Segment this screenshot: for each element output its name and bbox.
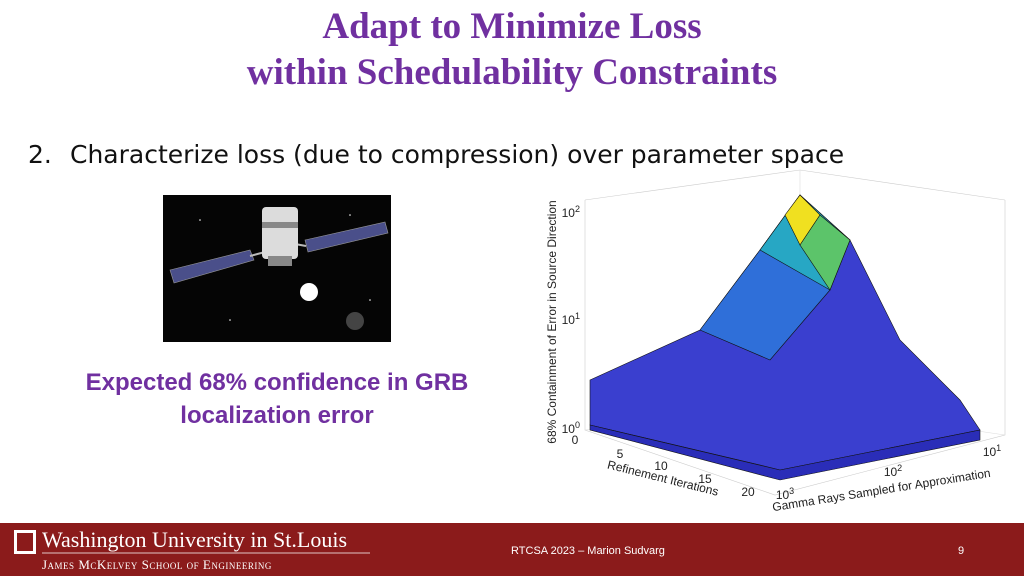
z-axis-label: 68% Containment of Error in Source Direc… [545,200,559,443]
tick-base: 10 [562,422,576,436]
bullet-number: 2. [28,140,52,169]
university-name: Washington University in St.Louis [42,527,347,552]
tick-label: 20 [741,485,755,499]
title-line: Adapt to Minimize Loss [322,6,701,47]
satellite-image [163,195,391,342]
tick-base: 10 [562,206,576,220]
tick-exponent: 1 [996,443,1001,453]
shield-logo [14,530,36,554]
bullet-text: Characterize loss (due to compression) o… [70,140,844,169]
tick-label: 5 [617,447,624,461]
tick-label: 101 [983,443,1001,459]
tick-exponent: 1 [575,311,580,321]
tick-exponent: 3 [789,486,794,496]
tick-base: 10 [776,488,790,502]
tick-label: 0 [572,433,579,447]
tick-exponent: 2 [575,204,580,214]
page-number: 9 [958,545,964,557]
tick-exponent: 2 [897,463,902,473]
surface-plot [584,169,1006,496]
caption-line: localization error [180,402,373,429]
tick-label: 100 [562,420,580,436]
footer-center: RTCSA 2023 – Marion Sudvarg [511,545,665,557]
tick-base: 10 [562,313,576,327]
tick-label: 10 [654,459,668,473]
tick-label: 102 [884,463,902,479]
title-line: within Schedulability Constraints [247,52,777,93]
tick-label: 15 [698,472,712,486]
tick-base: 10 [983,445,997,459]
tick-label: 103 [776,486,794,502]
school-name: James McKelvey School of Engineering [42,557,272,572]
tick-label: 102 [562,204,580,220]
footer-band [0,523,1024,576]
caption-line: Expected 68% confidence in GRB [86,369,469,396]
tick-base: 10 [884,465,898,479]
tick-label: 101 [562,311,580,327]
tick-exponent: 0 [575,420,580,430]
